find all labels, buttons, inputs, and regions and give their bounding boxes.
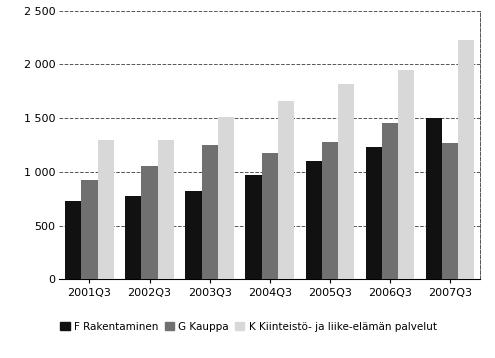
Bar: [338, 84, 354, 279]
Bar: [305, 161, 322, 279]
Bar: [98, 140, 114, 279]
Bar: [158, 140, 174, 279]
Bar: [65, 201, 81, 279]
Bar: [458, 40, 474, 279]
Bar: [426, 118, 442, 279]
Legend: F Rakentaminen, G Kauppa, K Kiinteistö- ja liike-elämän palvelut: F Rakentaminen, G Kauppa, K Kiinteistö- …: [60, 322, 437, 332]
Bar: [366, 147, 382, 279]
Bar: [125, 196, 142, 279]
Bar: [398, 70, 414, 279]
Bar: [218, 117, 234, 279]
Bar: [322, 142, 338, 279]
Bar: [278, 101, 294, 279]
Bar: [142, 166, 158, 279]
Bar: [246, 175, 262, 279]
Bar: [81, 180, 98, 279]
Bar: [262, 153, 278, 279]
Bar: [442, 143, 458, 279]
Bar: [185, 191, 201, 279]
Bar: [382, 123, 398, 279]
Bar: [201, 145, 218, 279]
